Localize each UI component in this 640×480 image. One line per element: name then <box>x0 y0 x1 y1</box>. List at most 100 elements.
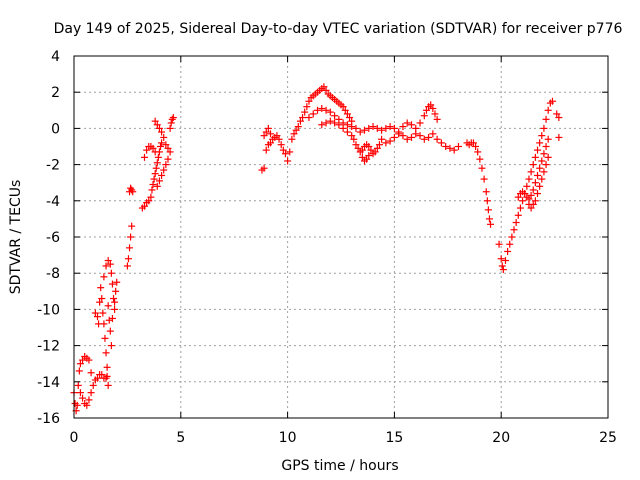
data-point <box>548 97 556 105</box>
data-point <box>301 108 309 116</box>
data-point <box>284 157 292 165</box>
data-point <box>429 130 437 138</box>
data-point <box>542 115 550 123</box>
data-point <box>85 396 93 404</box>
data-point <box>534 171 542 179</box>
data-point <box>106 327 114 335</box>
data-point <box>450 146 458 154</box>
data-point <box>113 278 121 286</box>
data-point <box>128 222 136 230</box>
data-point <box>79 356 87 364</box>
data-point <box>395 130 403 138</box>
data-point <box>79 394 87 402</box>
data-point <box>75 367 83 375</box>
data-point <box>85 356 93 364</box>
data-point <box>365 152 373 160</box>
data-point <box>303 103 311 111</box>
data-points <box>70 83 563 415</box>
data-point <box>145 197 153 205</box>
data-point <box>286 148 294 156</box>
x-tick-label: 5 <box>176 430 185 446</box>
data-point <box>87 389 95 397</box>
data-point <box>365 124 373 132</box>
data-point <box>305 114 313 122</box>
data-point <box>288 135 296 143</box>
data-point <box>124 255 132 263</box>
data-point <box>433 115 441 123</box>
y-tick-label: -12 <box>37 339 60 355</box>
data-point <box>514 193 522 201</box>
data-point <box>529 186 537 194</box>
data-point <box>538 157 546 165</box>
data-point <box>149 181 157 189</box>
data-point <box>262 146 270 154</box>
data-point <box>525 175 533 183</box>
data-point <box>148 186 156 194</box>
data-point <box>108 280 116 288</box>
data-point <box>147 193 155 201</box>
x-tick-label: 15 <box>385 430 403 446</box>
data-point <box>487 220 495 228</box>
data-point <box>93 374 101 382</box>
data-point <box>521 190 529 198</box>
data-point <box>164 144 172 152</box>
data-point <box>478 164 486 172</box>
data-point <box>399 123 407 131</box>
data-point <box>155 124 163 132</box>
data-point <box>158 128 166 136</box>
data-point <box>335 121 343 129</box>
x-tick-label: 25 <box>599 430 617 446</box>
data-point <box>542 161 550 169</box>
data-point <box>399 132 407 140</box>
data-point <box>100 273 108 281</box>
data-point <box>412 124 420 132</box>
data-point <box>531 197 539 205</box>
data-point <box>474 148 482 156</box>
data-point <box>150 175 158 183</box>
data-point <box>76 360 84 368</box>
y-tick-label: -10 <box>37 302 60 318</box>
data-point <box>318 104 326 112</box>
data-point <box>260 132 268 140</box>
data-point <box>390 133 398 141</box>
data-point <box>420 135 428 143</box>
data-point <box>422 106 430 114</box>
data-point <box>407 121 415 129</box>
y-tick-label: -8 <box>46 266 60 282</box>
data-point <box>76 389 84 397</box>
data-point <box>104 381 112 389</box>
data-point <box>416 132 424 140</box>
data-point <box>129 188 137 196</box>
data-point <box>343 121 351 129</box>
data-point <box>529 161 537 169</box>
data-point <box>267 130 275 138</box>
data-point <box>446 144 454 152</box>
data-point <box>127 233 135 241</box>
data-point <box>296 117 304 125</box>
data-point <box>108 314 116 322</box>
y-tick-label: 0 <box>51 121 60 137</box>
data-point <box>157 143 165 150</box>
data-point <box>504 247 512 255</box>
data-point <box>437 139 445 147</box>
data-point <box>555 114 563 122</box>
x-tick-label: 0 <box>70 430 79 446</box>
data-point <box>96 298 104 306</box>
data-point <box>378 135 386 143</box>
data-point <box>360 126 368 134</box>
data-point <box>506 240 514 248</box>
data-point <box>162 141 170 149</box>
data-point <box>281 150 289 158</box>
data-point <box>89 381 97 389</box>
data-point <box>529 200 537 208</box>
data-point <box>498 262 506 270</box>
data-point <box>348 123 356 131</box>
x-tick-label: 10 <box>279 430 297 446</box>
data-point <box>527 168 535 176</box>
data-point <box>386 137 394 145</box>
data-point <box>350 135 358 143</box>
data-point <box>97 284 105 292</box>
data-point <box>346 114 354 122</box>
axis-ticks: 0 5 10 15 20 25 -16 -14 -12 -10 -8 -6 -4 -2 0 2 4 <box>37 49 617 446</box>
